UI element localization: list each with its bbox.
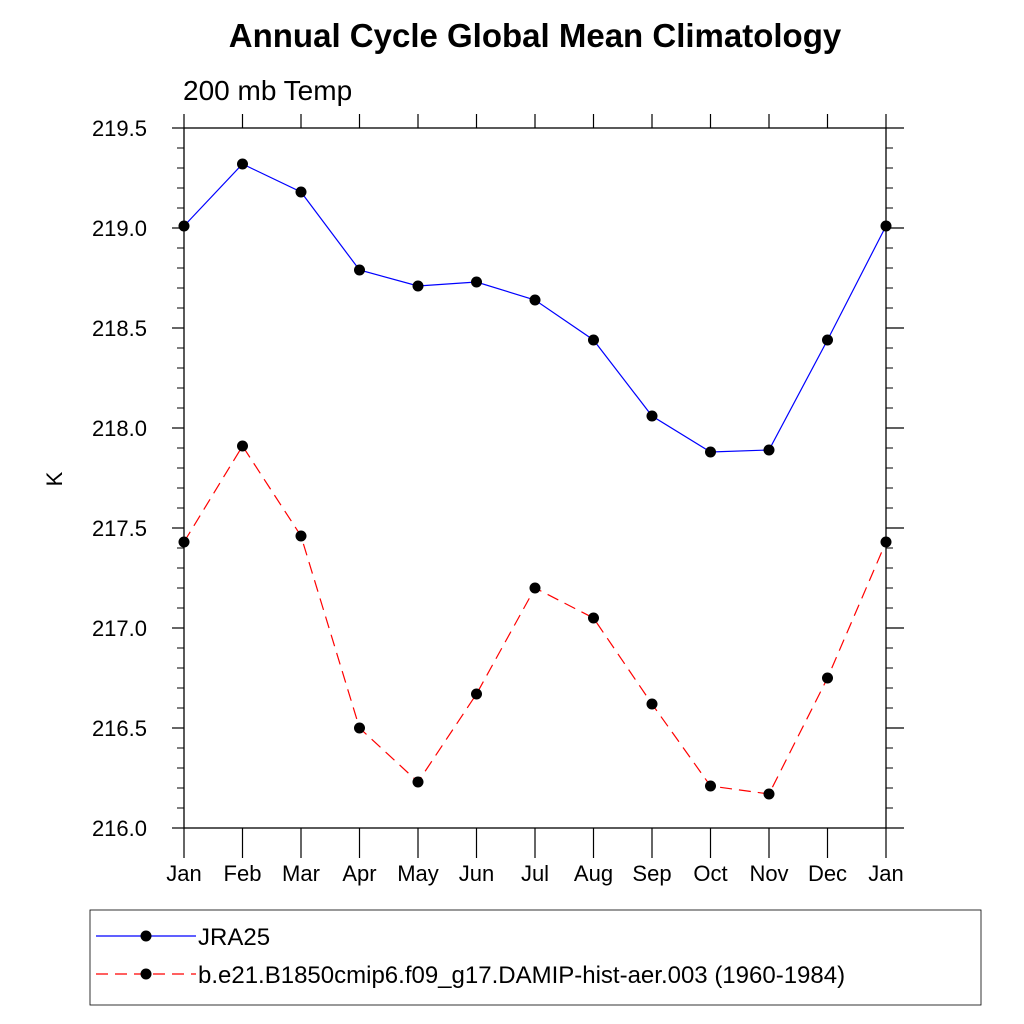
series-line-2 <box>183 444 887 795</box>
x-tick-label: Apr <box>342 861 376 886</box>
y-tick-label: 219.0 <box>92 216 147 241</box>
y-tick-label: 217.5 <box>92 516 147 541</box>
chart-title: Annual Cycle Global Mean Climatology <box>229 17 842 54</box>
series-line-1 <box>183 163 887 453</box>
data-point-series-1 <box>412 280 424 292</box>
legend-marker-1 <box>140 930 152 942</box>
data-point-series-1 <box>763 444 775 456</box>
x-tick-label: Jan <box>868 861 903 886</box>
x-tick-label: May <box>397 861 439 886</box>
data-point-series-2 <box>471 688 482 700</box>
data-point-series-1 <box>237 158 248 170</box>
x-tick-label: Aug <box>574 861 613 886</box>
legend-label-2: b.e21.B1850cmip6.f09_g17.DAMIP-hist-aer.… <box>198 962 845 989</box>
chart-subtitle: 200 mb Temp <box>183 75 352 106</box>
axes: 216.0 216.5 217.0 217.5 218.0 218.5 219.0 219.5… <box>92 114 904 886</box>
x-tick-label: Mar <box>282 861 320 886</box>
y-tick-label: 216.5 <box>92 716 147 741</box>
data-point-series-2 <box>178 536 190 548</box>
y-axis-label: K <box>42 471 67 486</box>
y-tick-label: 219.5 <box>92 116 147 141</box>
data-point-series-2 <box>354 722 365 734</box>
x-tick-label: Jan <box>166 861 201 886</box>
data-point-series-1 <box>822 334 833 346</box>
legend-marker-2 <box>140 968 152 980</box>
data-point-series-2 <box>412 776 424 788</box>
y-tick-label: 218.5 <box>92 316 147 341</box>
data-point-series-1 <box>705 446 716 458</box>
x-tick-label: Oct <box>693 861 727 886</box>
plot-frame <box>183 127 887 829</box>
y-tick-label: 216.0 <box>92 816 147 841</box>
data-point-series-1 <box>529 294 541 306</box>
x-tick-label: Dec <box>808 861 847 886</box>
data-point-series-1 <box>880 220 892 232</box>
data-point-series-2 <box>763 788 775 800</box>
data-point-series-2 <box>529 582 541 594</box>
x-tick-label: Jun <box>459 861 494 886</box>
x-tick-label: Feb <box>224 861 262 886</box>
data-point-series-1 <box>588 334 599 346</box>
data-point-series-2 <box>588 612 599 624</box>
series-layer <box>178 158 892 800</box>
x-tick-label: Jul <box>521 861 549 886</box>
y-tick-label: 218.0 <box>92 416 147 441</box>
data-point-series-1 <box>471 276 482 288</box>
legend-box <box>89 909 982 1006</box>
x-tick-label: Nov <box>749 861 788 886</box>
data-point-series-2 <box>822 672 833 684</box>
data-point-series-2 <box>646 698 658 710</box>
legend: JRA25 b.e21.B1850cmip6.f09_g17.DAMIP-hist… <box>96 924 845 989</box>
y-tick-label: 217.0 <box>92 616 147 641</box>
data-point-series-2 <box>705 780 716 792</box>
legend-label-1: JRA25 <box>198 924 270 951</box>
x-tick-label: Sep <box>632 861 671 886</box>
data-point-series-2 <box>237 440 248 452</box>
data-point-series-1 <box>646 410 658 422</box>
data-point-series-1 <box>178 220 190 232</box>
data-point-series-2 <box>880 536 892 548</box>
data-point-series-2 <box>295 530 307 542</box>
data-point-series-1 <box>295 186 307 198</box>
data-point-series-1 <box>354 264 365 276</box>
